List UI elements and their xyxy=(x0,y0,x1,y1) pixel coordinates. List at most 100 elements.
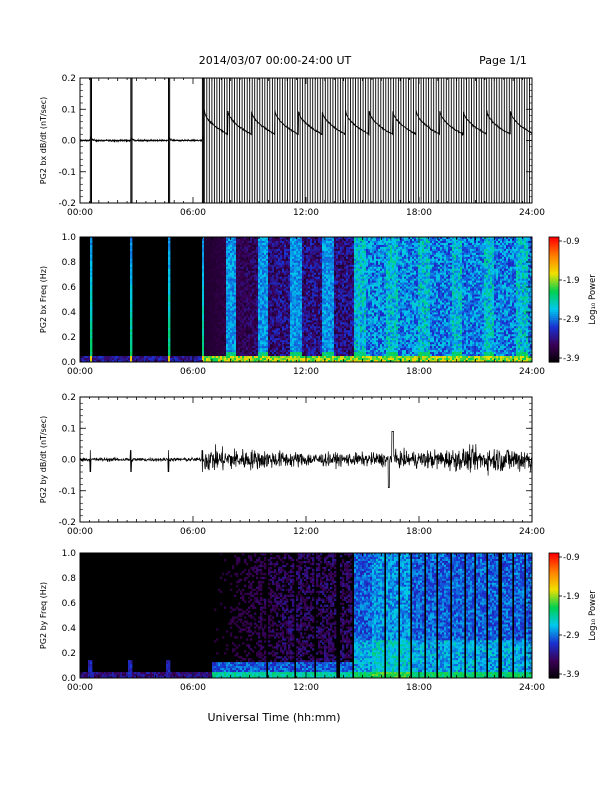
spectrogram-cell xyxy=(234,324,236,326)
spectrogram-cell xyxy=(264,297,266,299)
spectrogram-cell xyxy=(112,358,114,360)
spectrogram-cell xyxy=(300,358,302,360)
spectrogram-cell xyxy=(296,243,298,245)
spectrogram-cell xyxy=(266,354,268,356)
spectrogram-cell xyxy=(248,283,250,285)
spectrogram-cell xyxy=(228,263,230,265)
spectrogram-cell xyxy=(202,287,204,289)
spectrogram-cell xyxy=(266,306,268,308)
spectrogram-cell xyxy=(304,300,306,302)
spectrogram-cell xyxy=(330,253,332,255)
spectrogram-cell xyxy=(218,253,220,255)
spectrogram-cell xyxy=(216,324,218,326)
spectrogram-cell xyxy=(90,253,92,255)
spectrogram-cell xyxy=(302,358,304,360)
spectrogram-cell xyxy=(262,263,264,265)
spectrogram-cell xyxy=(214,291,216,293)
spectrogram-cell xyxy=(314,257,316,259)
spectrogram-cell xyxy=(216,287,218,289)
spectrogram-cell xyxy=(316,344,318,346)
spectrogram-cell xyxy=(334,300,336,302)
spectrogram-cell xyxy=(236,243,238,245)
spectrogram-cell xyxy=(180,358,182,360)
spectrogram-cell xyxy=(316,263,318,265)
spectrogram-cell xyxy=(290,340,292,342)
spectrogram-cell xyxy=(316,310,318,312)
spectrogram-cell xyxy=(238,273,240,275)
spectrogram-cell xyxy=(240,320,242,322)
spectrogram-cell xyxy=(248,330,250,332)
spectrogram-cell xyxy=(294,358,296,360)
spectrogram-cell xyxy=(130,243,132,245)
spectrogram-cell xyxy=(274,330,276,332)
spectrogram-cell xyxy=(290,277,292,279)
spectrogram-cell xyxy=(272,283,274,285)
spectrogram-cell xyxy=(290,253,292,255)
spectrogram-cell xyxy=(176,358,178,360)
spectrogram-cell xyxy=(332,253,334,255)
spectrogram-cell xyxy=(250,267,252,269)
spectrogram-cell xyxy=(168,273,170,275)
x-tick-label: 24:00 xyxy=(519,208,545,218)
spectrogram-cell xyxy=(248,249,250,251)
spectrogram-cell xyxy=(234,334,236,336)
spectrogram-cell xyxy=(256,239,258,241)
spectrogram-cell xyxy=(244,324,246,326)
spectrogram-cell xyxy=(250,314,252,316)
spectrogram-cell xyxy=(324,330,326,332)
spectrogram-cell xyxy=(252,267,254,269)
spectrogram-cell xyxy=(304,291,306,293)
spectrogram-cell xyxy=(224,287,226,289)
spectrogram-cell xyxy=(258,348,260,350)
spectrogram-cell xyxy=(244,348,246,350)
spectrogram-cell xyxy=(220,310,222,312)
spectrogram-cell xyxy=(280,358,282,360)
spectrogram-cell xyxy=(332,354,334,356)
spectrogram-cell xyxy=(322,239,324,241)
spectrogram-cell xyxy=(302,239,304,241)
spectrogram-cell xyxy=(198,358,200,360)
spectrogram-cell xyxy=(208,306,210,308)
spectrogram-cell xyxy=(94,358,96,360)
spectrogram-cell xyxy=(194,358,196,360)
spectrogram-cell xyxy=(270,334,272,336)
spectrogram-cell xyxy=(288,306,290,308)
spectrogram-cell xyxy=(278,273,280,275)
spectrogram-cell xyxy=(282,300,284,302)
spectrogram-cell xyxy=(332,348,334,350)
spectrogram-cell xyxy=(256,243,258,245)
spectrogram-cell xyxy=(168,314,170,316)
spectrogram-cell xyxy=(234,340,236,342)
spectrogram-cell xyxy=(318,320,320,322)
spectrogram-cell xyxy=(306,324,308,326)
spectrogram-cell xyxy=(204,283,206,285)
spectrogram-cell xyxy=(298,249,300,251)
spectrogram-cell xyxy=(90,263,92,265)
spectrogram-cell xyxy=(294,334,296,336)
spectrogram-cell xyxy=(242,243,244,245)
spectrogram-cell xyxy=(212,287,214,289)
spectrogram-cell xyxy=(212,243,214,245)
spectrogram-cell xyxy=(300,330,302,332)
spectrogram-cell xyxy=(254,320,256,322)
spectrogram-cell xyxy=(282,344,284,346)
spectrogram-cell xyxy=(202,330,204,332)
spectrogram-cell xyxy=(260,344,262,346)
spectrogram-cell xyxy=(308,257,310,259)
spectrogram-cell xyxy=(292,249,294,251)
spectrogram-cell xyxy=(230,348,232,350)
spectrogram-cell xyxy=(252,257,254,259)
spectrogram-cell xyxy=(208,239,210,241)
spectrogram-cell xyxy=(212,314,214,316)
spectrogram-cell xyxy=(236,287,238,289)
spectrogram-cell xyxy=(308,283,310,285)
spectrogram-cell xyxy=(256,348,258,350)
spectrogram-cell xyxy=(224,324,226,326)
spectrogram-cell xyxy=(288,291,290,293)
spectrogram-cell xyxy=(286,249,288,251)
spectrogram-cell xyxy=(328,263,330,265)
spectrogram-cell xyxy=(318,243,320,245)
spectrogram-cell xyxy=(280,330,282,332)
spectrogram-cell xyxy=(230,340,232,342)
spectrogram-cell xyxy=(248,300,250,302)
